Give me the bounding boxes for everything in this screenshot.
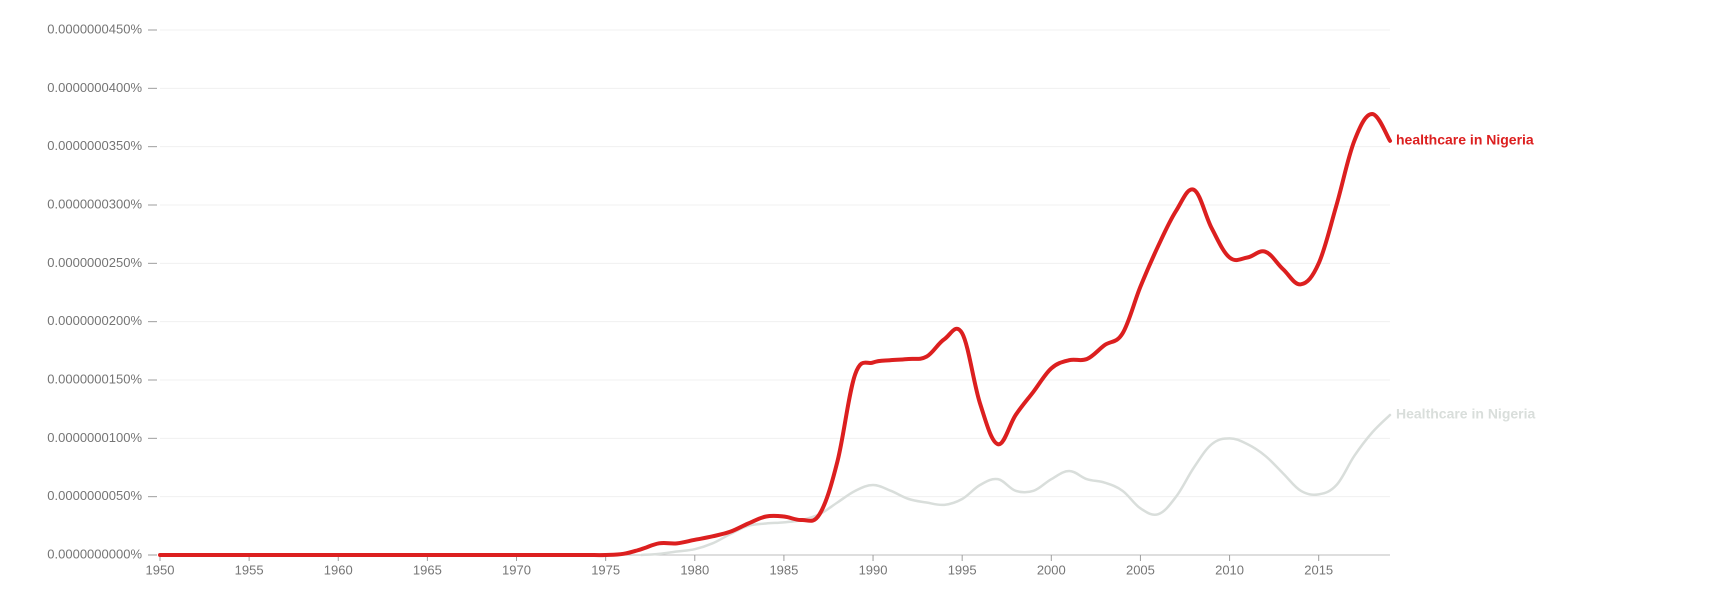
xtick-label: 2005 (1126, 563, 1155, 578)
ytick-label: 0.0000000300% (47, 196, 142, 211)
xtick-label: 1960 (324, 563, 353, 578)
ytick-label: 0.0000000350% (47, 138, 142, 153)
series-label[interactable]: healthcare in Nigeria (1396, 132, 1534, 148)
ngram-chart: 0.0000000000% 0.0000000050% 0.0000000100% 0… (0, 0, 1715, 594)
xtick-label: 1950 (146, 563, 175, 578)
series-label[interactable]: Healthcare in Nigeria (1396, 406, 1535, 422)
xtick-label: 2000 (1037, 563, 1066, 578)
ytick-label: 0.0000000400% (47, 80, 142, 95)
chart-svg[interactable]: 0.0000000000% 0.0000000050% 0.0000000100% 0… (0, 0, 1715, 594)
xtick-label: 1990 (859, 563, 888, 578)
ytick-label: 0.0000000200% (47, 313, 142, 328)
xtick-label: 1965 (413, 563, 442, 578)
ytick-label: 0.0000000450% (47, 21, 142, 36)
xtick-label: 2010 (1215, 563, 1244, 578)
xtick-label: 1970 (502, 563, 531, 578)
xtick-label: 1980 (680, 563, 709, 578)
ytick-label: 0.0000000150% (47, 371, 142, 386)
ytick-label: 0.0000000250% (47, 255, 142, 270)
xtick-label: 1975 (591, 563, 620, 578)
xtick-label: 1955 (235, 563, 264, 578)
xtick-label: 1995 (948, 563, 977, 578)
series-line[interactable] (641, 415, 1390, 555)
ytick-label: 0.0000000100% (47, 430, 142, 445)
ytick-label: 0.0000000050% (47, 488, 142, 503)
xtick-label: 1985 (769, 563, 798, 578)
xtick-label: 2015 (1304, 563, 1333, 578)
ytick-label: 0.0000000000% (47, 546, 142, 561)
series-line[interactable] (160, 114, 1390, 555)
